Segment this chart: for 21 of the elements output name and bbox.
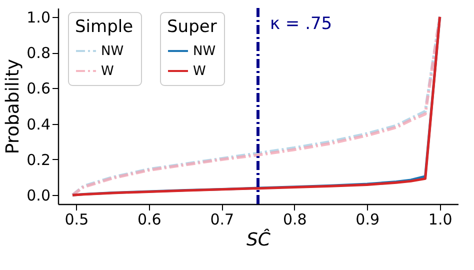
ref-line-label: κ = .75 [270,14,332,34]
y-tick-label: 0.2 [26,150,50,169]
y-tick-label: 0.8 [26,44,50,62]
y-tick-label: 0.0 [26,186,50,205]
y-axis-title: Probability [2,58,24,154]
y-tick-label: 0.4 [26,115,50,134]
annotation: Simple [75,17,134,37]
x-tick-label: 0.6 [137,210,162,228]
x-tick-label: 0.5 [64,210,89,228]
legend-label: NW [101,44,124,59]
x-tick-label: 0.9 [356,210,380,228]
x-tick-label: 0.7 [210,210,234,228]
x-tick-label: 0.8 [282,210,307,228]
y-tick-label: 0.6 [26,80,50,98]
legend-label: W [193,64,206,79]
x-axis-title: SĈ [246,228,271,250]
annotation: Super [167,17,217,37]
legend-label: NW [193,44,216,59]
y-tick-label: 1.0 [26,8,50,26]
legend-label: W [101,64,114,79]
x-tick-label: 1.0 [428,210,452,228]
